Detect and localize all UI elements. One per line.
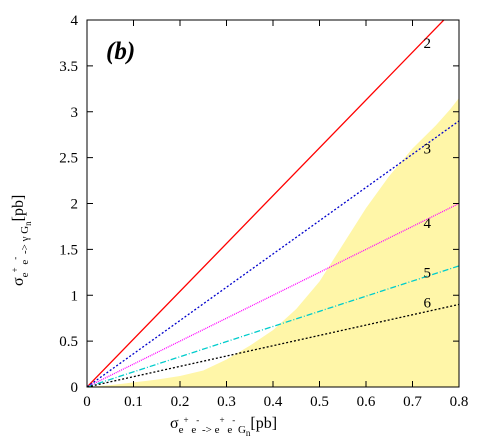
panel-label: (b) bbox=[106, 38, 135, 65]
y-tick-label: 2 bbox=[71, 197, 79, 213]
allowed-region bbox=[87, 97, 459, 387]
series-label-5: 5 bbox=[423, 265, 431, 281]
y-tick-label: 1.5 bbox=[59, 242, 78, 258]
series-layer bbox=[87, 20, 459, 387]
x-tick-label: 0.2 bbox=[171, 394, 190, 410]
x-tick-label: 0.8 bbox=[450, 394, 469, 410]
series-label-2: 2 bbox=[423, 36, 431, 52]
series-label-6: 6 bbox=[423, 296, 431, 312]
series-line-2 bbox=[87, 20, 445, 387]
series-line-5 bbox=[87, 265, 459, 387]
x-tick-label: 0.4 bbox=[264, 394, 283, 410]
y-tick-label: 0.5 bbox=[59, 334, 78, 350]
y-tick-label: 3.5 bbox=[59, 59, 78, 75]
x-tick-label: 0.7 bbox=[403, 394, 422, 410]
y-tick-label: 0 bbox=[71, 380, 79, 396]
tick-layer: 0 0.1 0.2 0.3 0.4 0.5 0.6 0.7 0.8 0 0.5 1 1.5 2 2.5 3 3.… bbox=[59, 13, 468, 410]
series-label-3: 3 bbox=[423, 141, 431, 157]
x-tick-label: 0.3 bbox=[217, 394, 236, 410]
series-label-4: 4 bbox=[423, 216, 431, 232]
x-axis-title: σe+ e- -> e+ e- Gn[pb] bbox=[170, 415, 277, 436]
series-line-3 bbox=[87, 120, 459, 387]
x-tick-label: 0.5 bbox=[310, 394, 329, 410]
x-tick-label: 0.1 bbox=[124, 394, 143, 410]
y-tick-label: 4 bbox=[71, 13, 79, 29]
x-tick-label: 0.6 bbox=[357, 394, 376, 410]
y-tick-label: 3 bbox=[71, 105, 79, 121]
y-axis-title: σe+ e- -> γ Gn[pb] bbox=[10, 195, 33, 286]
x-tick-label: 0 bbox=[83, 394, 91, 410]
y-tick-label: 2.5 bbox=[59, 151, 78, 167]
y-tick-label: 1 bbox=[71, 288, 79, 304]
allowed-region-layer bbox=[87, 97, 459, 387]
series-label-layer: 2 3 4 5 6 bbox=[423, 36, 431, 312]
series-line-6 bbox=[87, 303, 459, 387]
